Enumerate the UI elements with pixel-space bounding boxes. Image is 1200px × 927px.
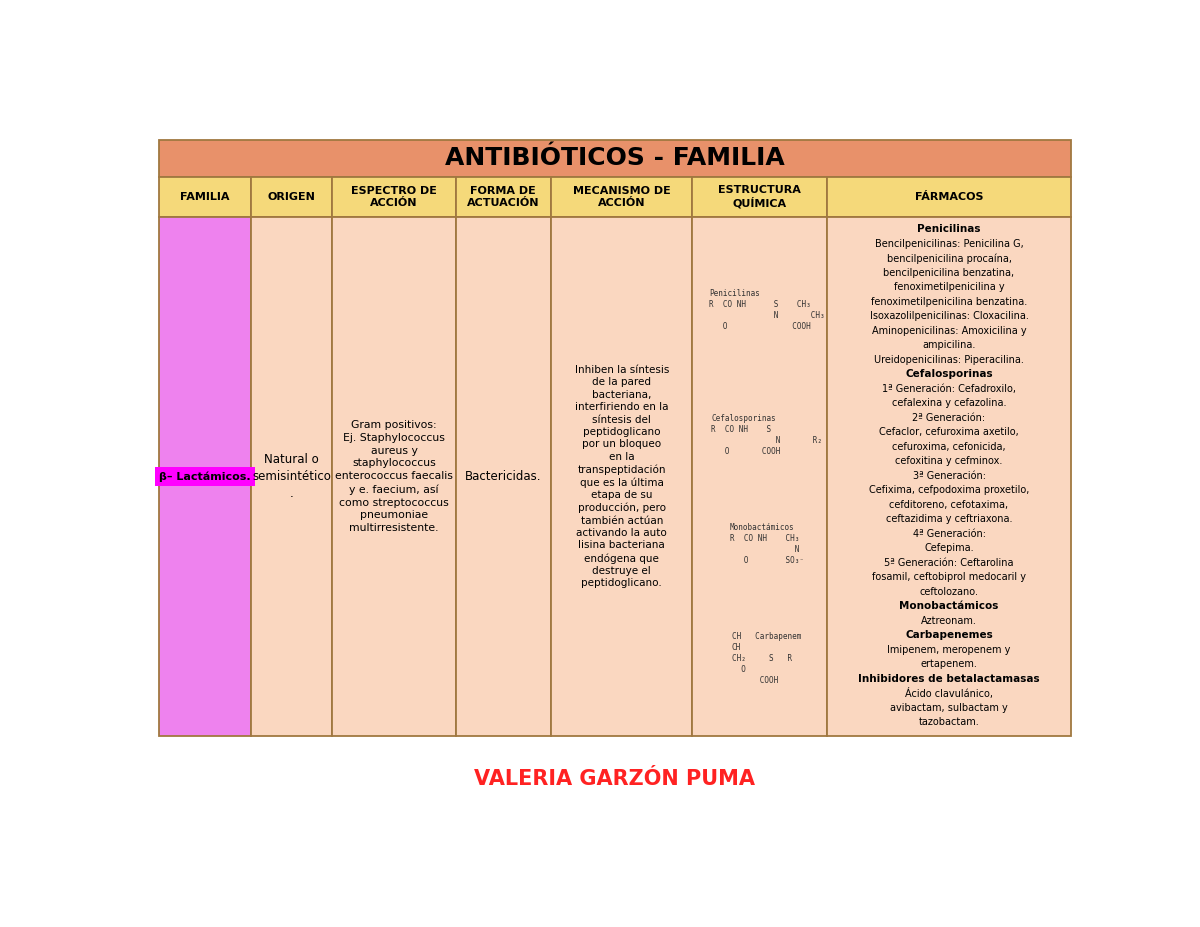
Text: ceftazidima y ceftriaxona.: ceftazidima y ceftriaxona. [886, 514, 1013, 525]
Bar [160, 177, 251, 217]
Text: FAMILIA: FAMILIA [180, 192, 230, 202]
Text: cefoxitina y cefminox.: cefoxitina y cefminox. [895, 456, 1003, 466]
Text: ampicilina.: ampicilina. [923, 340, 976, 350]
Text: cefditoreno, cefotaxima,: cefditoreno, cefotaxima, [889, 500, 1008, 510]
Text: ESTRUCTURA
QUÍMICA: ESTRUCTURA QUÍMICA [719, 185, 802, 209]
Bar [692, 217, 827, 736]
Text: 2ª Generación:: 2ª Generación: [912, 413, 985, 423]
Bar [827, 177, 1070, 217]
Text: Cefalosporinas: Cefalosporinas [905, 370, 992, 379]
Bar [456, 177, 551, 217]
Text: ertapenem.: ertapenem. [920, 659, 978, 669]
Text: Natural o
semisintético
.: Natural o semisintético . [252, 453, 331, 500]
Text: Imipenem, meropenem y: Imipenem, meropenem y [887, 645, 1010, 654]
Bar [160, 140, 1070, 177]
Bar [251, 217, 332, 736]
Bar [251, 177, 332, 217]
Text: Gram positivos:
Ej. Staphylococcus
aureus y
staphylococcus
enterococcus faecalis: Gram positivos: Ej. Staphylococcus aureu… [335, 420, 452, 533]
Text: Cefalosporinas
R  CO NH    S
              N       R₂
   O       COOH: Cefalosporinas R CO NH S N R₂ O COOH [712, 413, 822, 456]
Text: CH   Carbapenem
CH
CH₂     S   R
  O
      COOH: CH Carbapenem CH CH₂ S R O COOH [732, 632, 802, 685]
Text: ceftolozano.: ceftolozano. [919, 587, 978, 597]
Bar [551, 177, 692, 217]
Text: fosamil, ceftobiprol medocaril y: fosamil, ceftobiprol medocaril y [872, 572, 1026, 582]
Text: Carbapenemes: Carbapenemes [905, 630, 992, 641]
Text: 4ª Generación:: 4ª Generación: [912, 529, 985, 539]
Text: FÁRMACOS: FÁRMACOS [914, 192, 983, 202]
Text: cefuroxima, cefonicida,: cefuroxima, cefonicida, [893, 442, 1006, 451]
Text: fenoximetilpenicilina y: fenoximetilpenicilina y [894, 283, 1004, 292]
Text: Penicilinas: Penicilinas [917, 224, 980, 235]
Text: Aztreonam.: Aztreonam. [922, 616, 977, 626]
Bar [827, 217, 1070, 736]
Text: ESPECTRO DE
ACCIÓN: ESPECTRO DE ACCIÓN [352, 186, 437, 208]
Text: Inhibidores de betalactamasas: Inhibidores de betalactamasas [858, 674, 1040, 684]
Text: β– Lactámicos.: β– Lactámicos. [160, 471, 251, 482]
Text: Isoxazolilpenicilinas: Cloxacilina.: Isoxazolilpenicilinas: Cloxacilina. [870, 311, 1028, 322]
Text: Penicilinas
R  CO NH      S    CH₃
              N       CH₃
   O              C: Penicilinas R CO NH S CH₃ N CH₃ O C [709, 289, 824, 332]
Text: FORMA DE
ACTUACIÓN: FORMA DE ACTUACIÓN [467, 186, 540, 208]
Text: 1ª Generación: Cefadroxilo,: 1ª Generación: Cefadroxilo, [882, 384, 1016, 394]
Bar [332, 177, 456, 217]
Text: tazobactam.: tazobactam. [919, 717, 979, 728]
Text: Cefaclor, cefuroxima axetilo,: Cefaclor, cefuroxima axetilo, [880, 427, 1019, 438]
Text: cefalexina y cefazolina.: cefalexina y cefazolina. [892, 399, 1007, 409]
Text: avibactam, sulbactam y: avibactam, sulbactam y [890, 703, 1008, 713]
Text: Bactericidas.: Bactericidas. [466, 470, 541, 483]
Text: 5ª Generación: Ceftarolina: 5ª Generación: Ceftarolina [884, 558, 1014, 568]
Text: 3ª Generación:: 3ª Generación: [912, 471, 985, 481]
Bar [551, 217, 692, 736]
Bar [456, 217, 551, 736]
Text: Aminopenicilinas: Amoxicilina y: Aminopenicilinas: Amoxicilina y [871, 326, 1026, 336]
Text: bencilpenicilina benzatina,: bencilpenicilina benzatina, [883, 268, 1014, 278]
Text: MECANISMO DE
ACCIÓN: MECANISMO DE ACCIÓN [572, 186, 671, 208]
Text: Ureidopenicilinas: Piperacilina.: Ureidopenicilinas: Piperacilina. [874, 355, 1024, 365]
Text: Bencilpenicilinas: Penicilina G,: Bencilpenicilinas: Penicilina G, [875, 239, 1024, 249]
Text: VALERIA GARZÓN PUMA: VALERIA GARZÓN PUMA [474, 768, 756, 789]
Text: Inhiben la síntesis
de la pared
bacteriana,
interfiriendo en la
síntesis del
pep: Inhiben la síntesis de la pared bacteria… [575, 365, 670, 589]
Text: ANTIBIÓTICOS - FAMILIA: ANTIBIÓTICOS - FAMILIA [445, 146, 785, 171]
Text: Cefepima.: Cefepima. [924, 543, 974, 553]
Text: Monobactámicos: Monobactámicos [899, 602, 998, 612]
Bar [332, 217, 456, 736]
Text: Cefixima, cefpodoxima proxetilo,: Cefixima, cefpodoxima proxetilo, [869, 486, 1030, 495]
Bar [160, 217, 251, 736]
Text: Monobactámicos
R  CO NH    CH₃
              N
   O        SO₃⁻: Monobactámicos R CO NH CH₃ N O SO₃⁻ [730, 523, 804, 565]
Bar [692, 177, 827, 217]
Text: ORIGEN: ORIGEN [268, 192, 316, 202]
Text: fenoximetilpenicilina benzatina.: fenoximetilpenicilina benzatina. [871, 297, 1027, 307]
Text: Ácido clavulánico,: Ácido clavulánico, [905, 689, 994, 699]
Text: bencilpenicilina procaína,: bencilpenicilina procaína, [887, 253, 1012, 264]
